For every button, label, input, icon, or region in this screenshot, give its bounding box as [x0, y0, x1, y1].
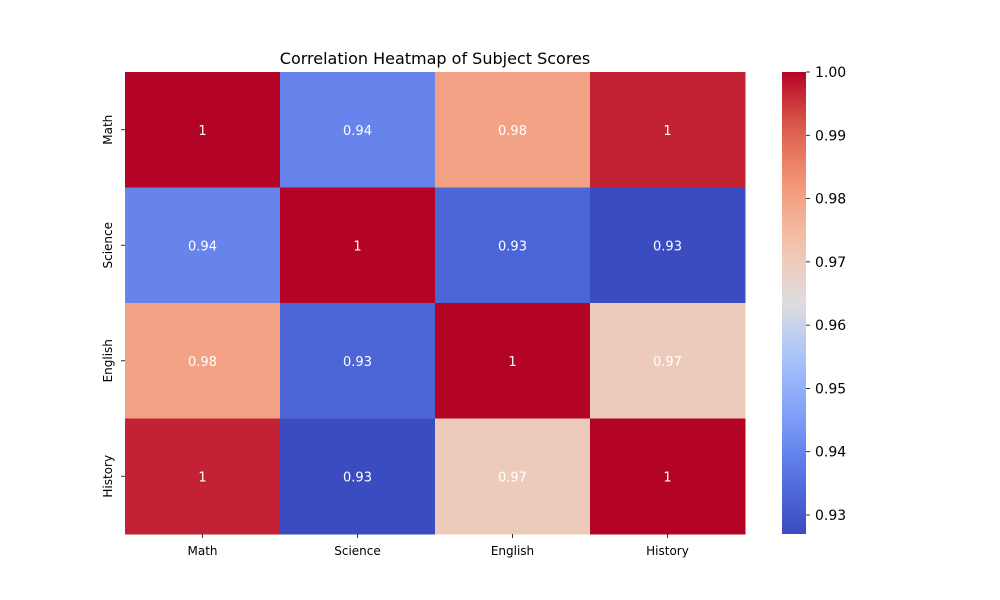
cell-value-label: 0.93: [653, 239, 682, 254]
y-tick-label: Math: [101, 115, 115, 145]
colorbar-tick-label: 0.98: [815, 192, 846, 208]
cell-value-label: 1: [198, 470, 206, 485]
colorbar-tick-label: 0.96: [815, 318, 846, 334]
heatmap-cell-1-3: [590, 187, 746, 304]
cell-value-label: 0.93: [498, 239, 527, 254]
colorbar-tick-label: 0.94: [815, 445, 846, 461]
cell-value-label: 0.98: [498, 124, 527, 139]
heatmap-cell-0-1: [280, 72, 436, 188]
heatmap-cells: 1 0.94 0.98 1 0.94 1 0.93 0.93 0.98 0.93 1 0.97 1 0.9…: [125, 72, 746, 535]
x-tick-label: History: [646, 544, 689, 558]
heatmap-cell-0-0: [125, 72, 281, 188]
cell-value-label: 0.93: [343, 470, 372, 485]
colorbar-tick-label: 0.97: [815, 255, 846, 271]
heatmap-cell-2-2: [435, 303, 591, 419]
y-tick-label: English: [101, 339, 115, 382]
cell-value-label: 0.94: [188, 239, 217, 254]
x-tick-label: Math: [187, 544, 217, 558]
heatmap-cell-1-2: [435, 187, 591, 304]
y-tick-label: Science: [101, 222, 115, 269]
cell-value-label: 1: [663, 124, 671, 139]
heatmap-cell-0-2: [435, 72, 591, 188]
cell-value-label: 1: [508, 355, 516, 370]
heatmap-cell-2-1: [280, 303, 436, 419]
colorbar-tick-label: 0.95: [815, 381, 846, 397]
cell-value-label: 0.94: [343, 124, 372, 139]
cell-value-label: 0.97: [498, 470, 527, 485]
heatmap-cell-3-1: [280, 418, 436, 535]
cell-value-label: 0.98: [188, 355, 217, 370]
cell-value-label: 0.93: [343, 355, 372, 370]
cell-value-label: 1: [198, 124, 206, 139]
heatmap-cell-1-1: [280, 187, 436, 304]
y-tick-label: History: [101, 455, 115, 498]
y-axis: Math Science English History: [101, 115, 125, 498]
heatmap-cell-1-0: [125, 187, 281, 304]
cell-value-label: 0.97: [653, 355, 682, 370]
x-tick-label: English: [491, 544, 534, 558]
x-tick-label: Science: [334, 544, 381, 558]
heatmap-cell-2-0: [125, 303, 281, 419]
colorbar-gradient: [782, 72, 806, 534]
cell-value-label: 1: [663, 470, 671, 485]
colorbar: 0.93 0.94 0.95 0.96 0.97 0.98 0.99 1.00: [782, 65, 846, 534]
heatmap-cell-3-0: [125, 418, 281, 535]
heatmap-cell-3-3: [590, 418, 746, 535]
x-axis: Math Science English History: [187, 534, 689, 558]
colorbar-tick-label: 1.00: [815, 65, 846, 81]
heatmap-cell-2-3: [590, 303, 746, 419]
cell-value-label: 1: [353, 239, 361, 254]
colorbar-tick-label: 0.93: [815, 508, 846, 524]
chart-title: Correlation Heatmap of Subject Scores: [280, 49, 590, 68]
heatmap-cell-3-2: [435, 418, 591, 535]
heatmap-cell-0-3: [590, 72, 746, 188]
colorbar-tick-label: 0.99: [815, 128, 846, 144]
